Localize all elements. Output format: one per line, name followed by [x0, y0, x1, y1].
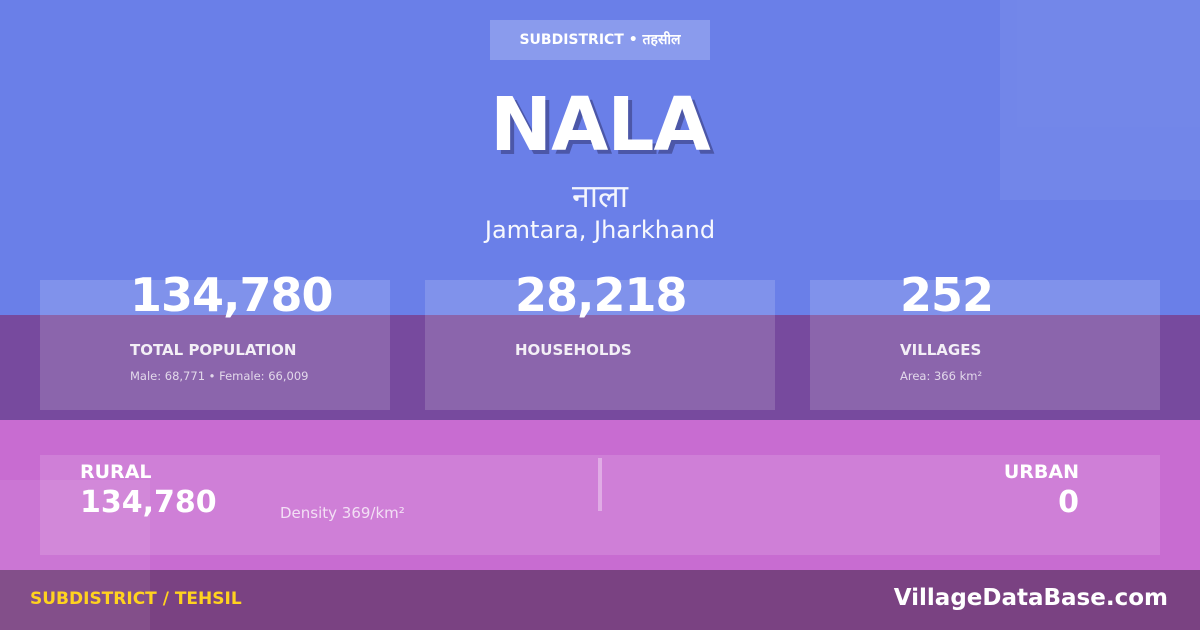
footer	[0, 570, 1200, 630]
divider	[598, 458, 602, 511]
rural-urban-band	[0, 420, 1200, 570]
stat-sub: Male: 68,771 • Female: 66,009	[130, 369, 309, 383]
density: Density 369/km²	[280, 504, 405, 522]
footer-label: SUBDISTRICT / TEHSIL	[30, 589, 242, 609]
rural-value: 134,780	[80, 485, 217, 520]
stat-card-households: 28,218 HOUSEHOLDS	[425, 268, 775, 410]
stats-band	[0, 315, 1200, 420]
rural-urban-panel	[40, 455, 1160, 555]
title-hindi: नाला	[571, 177, 629, 215]
site-link[interactable]: VillageDataBase.com	[893, 585, 1168, 611]
urban-label: URBAN	[1003, 461, 1079, 483]
location: Jamtara, Jharkhand	[484, 216, 716, 244]
stat-value: 252	[900, 268, 994, 322]
stat-label: HOUSEHOLDS	[515, 341, 632, 359]
rural-label: RURAL	[80, 461, 152, 483]
stat-sub: Area: 366 km²	[900, 369, 983, 383]
header-background	[0, 0, 1200, 315]
decorative-square	[0, 480, 150, 630]
urban-value: 0	[1058, 485, 1079, 520]
stat-value: 28,218	[515, 268, 688, 322]
type-badge: SUBDISTRICT • तहसील	[490, 20, 710, 60]
stat-label: TOTAL POPULATION	[130, 341, 297, 359]
stat-card-population: 134,780 TOTAL POPULATION Male: 68,771 • …	[40, 268, 390, 410]
decorative-square	[1000, 0, 1200, 200]
stat-value: 134,780	[130, 268, 334, 322]
stat-card-villages: 252 VILLAGES Area: 366 km²	[810, 268, 1160, 410]
page-title: NALA	[490, 82, 711, 168]
stat-label: VILLAGES	[900, 341, 982, 359]
